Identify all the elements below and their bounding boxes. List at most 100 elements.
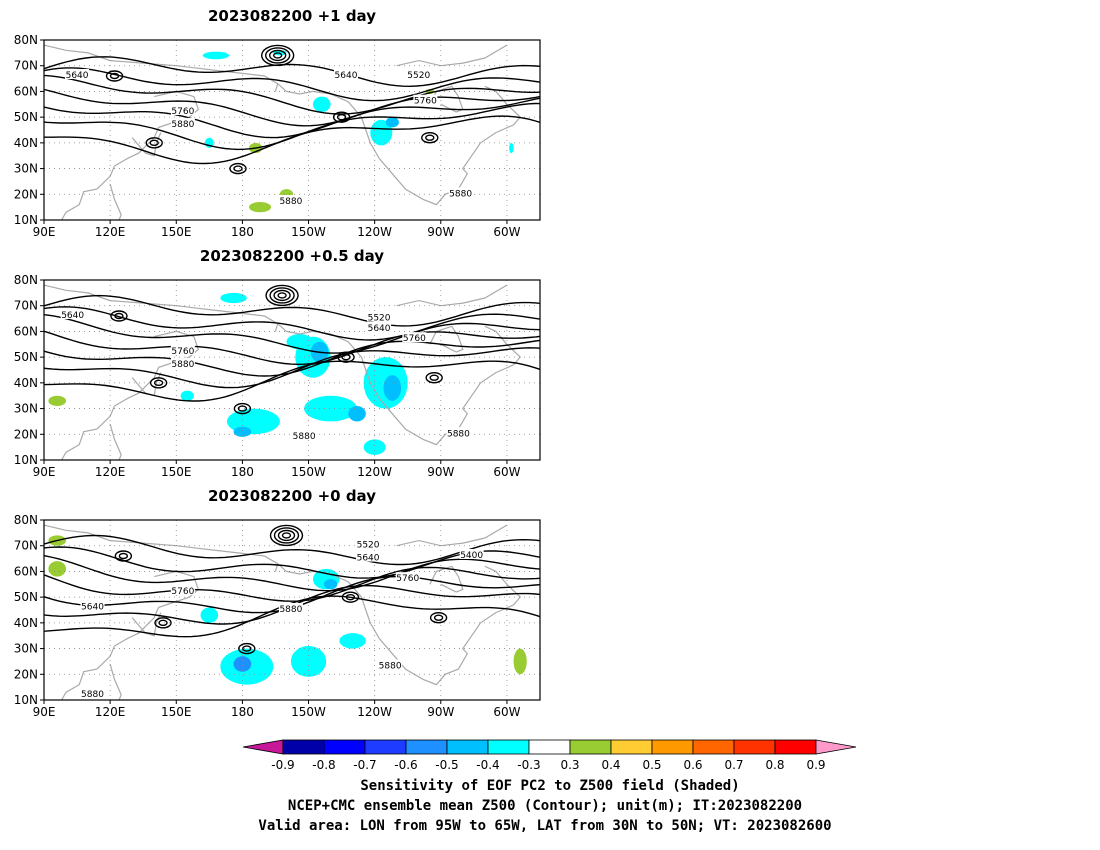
coastline xyxy=(429,325,464,353)
contour-label: 5520 xyxy=(357,541,380,551)
shading-patch xyxy=(290,646,327,677)
height-contour xyxy=(44,555,540,592)
height-contour xyxy=(233,402,252,415)
coastline xyxy=(396,524,508,547)
coastline xyxy=(109,423,122,460)
y-tick-label: 80N xyxy=(14,273,38,287)
height-contour xyxy=(421,132,439,144)
height-contour xyxy=(237,405,248,412)
height-contour xyxy=(268,49,287,62)
x-tick-label: 60W xyxy=(493,225,520,239)
contour-label: 5760 xyxy=(171,587,194,597)
height-contour xyxy=(433,614,444,621)
colorbar-tick-label: -0.4 xyxy=(476,758,499,772)
shading-patch xyxy=(249,202,272,213)
shading-patch xyxy=(348,406,366,422)
contour-label: 5520 xyxy=(368,314,391,324)
colorbar-box xyxy=(651,739,694,755)
height-contour xyxy=(44,97,540,139)
coastline xyxy=(131,372,162,397)
colorbar-tick-label: 0.3 xyxy=(560,758,579,772)
contour-label-bg xyxy=(80,600,105,611)
y-tick-label: 60N xyxy=(14,84,38,98)
y-tick-label: 20N xyxy=(14,187,38,201)
panel-1: 2023082200 +1 day 5640 5640 5520 5760 5880 576… xyxy=(14,7,541,239)
x-tick-label: 120W xyxy=(357,705,392,719)
x-tick-label: 120W xyxy=(357,225,392,239)
map-frame xyxy=(43,279,541,461)
height-contour xyxy=(264,47,291,64)
contour-label-bg xyxy=(278,603,303,613)
x-tick-label: 180 xyxy=(231,705,254,719)
contour-label: 5760 xyxy=(414,97,437,107)
x-tick-label: 150W xyxy=(291,225,326,239)
x-tick-label: 120E xyxy=(95,705,126,719)
height-contour xyxy=(277,529,296,542)
contour-label-bg xyxy=(378,659,403,670)
contour-label: 5640 xyxy=(81,602,104,612)
y-tick-label: 50N xyxy=(14,110,38,124)
coastline xyxy=(44,524,279,572)
contour-label-bg xyxy=(448,187,473,198)
panel-title: 2023082200 +0 day xyxy=(208,487,376,505)
coastline xyxy=(61,570,199,700)
x-tick-label: 120E xyxy=(95,465,126,479)
height-contour xyxy=(233,165,243,172)
contour-label: 5880 xyxy=(379,662,402,672)
panel-3: 2023082200 +0 day 5520 5640 5400 5760 5760 564… xyxy=(14,487,541,719)
x-tick-label: 90W xyxy=(427,225,454,239)
contour-label: 5640 xyxy=(335,71,358,81)
shading-patch xyxy=(180,390,194,401)
height-contour xyxy=(44,294,540,327)
contour-label-bg xyxy=(395,572,420,583)
height-contour xyxy=(105,70,124,82)
contour-label: 5640 xyxy=(357,554,380,564)
contour-label: 5760 xyxy=(171,347,194,357)
coastline xyxy=(396,44,508,67)
coastline xyxy=(277,83,522,206)
height-contour xyxy=(273,527,300,544)
x-tick-label: 120E xyxy=(95,225,126,239)
coastline xyxy=(61,330,199,460)
contour-label-bg xyxy=(278,195,303,205)
contour-label-bg xyxy=(459,549,484,559)
height-contour xyxy=(425,134,435,141)
contour-label-bg xyxy=(334,69,359,79)
colorbar-tick-label: -0.9 xyxy=(271,758,294,772)
colorbar-box xyxy=(405,739,448,755)
colorbar-tick-label: 0.6 xyxy=(683,758,702,772)
y-tick-label: 30N xyxy=(14,162,38,176)
contour-label-bg xyxy=(367,311,392,322)
contour-label-bg xyxy=(80,687,105,698)
colorbar-tick-label: 0.7 xyxy=(724,758,743,772)
x-tick-label: 180 xyxy=(231,225,254,239)
x-tick-label: 150W xyxy=(291,465,326,479)
height-contour xyxy=(272,52,283,59)
x-tick-label: 90E xyxy=(33,705,56,719)
colorbar-tick-label: -0.5 xyxy=(435,758,458,772)
height-contour xyxy=(44,360,540,402)
y-tick-label: 40N xyxy=(14,136,38,150)
shading-patch xyxy=(339,633,366,649)
contour-label-bg xyxy=(406,69,431,79)
contour-label-bg xyxy=(402,332,427,343)
colorbar-box xyxy=(282,739,325,755)
panel-title: 2023082200 +0.5 day xyxy=(200,247,384,265)
height-contour xyxy=(229,162,247,175)
colorbar-tick-label: 0.9 xyxy=(806,758,825,772)
height-contour xyxy=(114,312,124,320)
contour-label: 5880 xyxy=(293,432,316,442)
x-tick-label: 150E xyxy=(161,705,192,719)
y-tick-label: 70N xyxy=(14,59,38,73)
contour-label-bg xyxy=(170,345,195,355)
colorbar-box xyxy=(692,739,735,755)
colorbar-end-high xyxy=(815,739,857,755)
y-tick-label: 80N xyxy=(14,33,38,47)
caption-line-1: Sensitivity of EOF PC2 to Z500 field (Sh… xyxy=(360,778,739,794)
x-tick-label: 150E xyxy=(161,225,192,239)
contour-label: 5640 xyxy=(61,311,84,321)
shading-patch xyxy=(48,395,67,406)
shading-patch xyxy=(509,142,514,154)
x-tick-label: 90W xyxy=(427,465,454,479)
